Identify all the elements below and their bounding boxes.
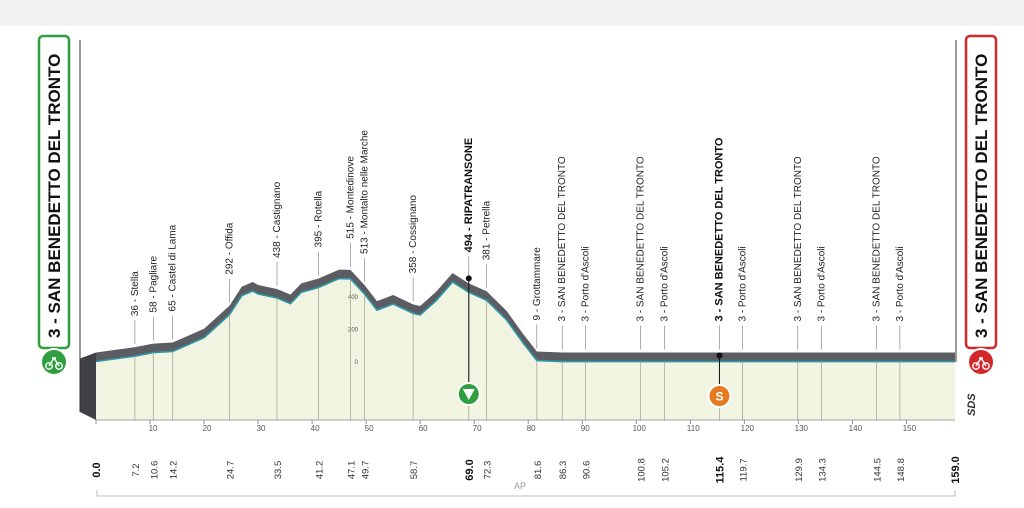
frame-shape xyxy=(48,356,60,367)
wheel-shape xyxy=(972,362,980,370)
waypoint-label: 395 - Rotella xyxy=(314,190,325,247)
frame-shape xyxy=(975,356,987,367)
km-label: 159.0 xyxy=(950,456,962,484)
km-label: 72.3 xyxy=(483,461,494,480)
intermediate-dot xyxy=(465,275,472,282)
wheel-shape xyxy=(55,362,63,370)
waypoint-label: 3 - Porto d'Ascoli xyxy=(580,246,591,321)
km-label: 81.6 xyxy=(533,461,544,480)
cyclist-icon xyxy=(972,356,990,370)
km-tick-label: 90 xyxy=(581,424,590,433)
waypoint-label: 36 - Stella xyxy=(130,271,141,316)
sprint-letter: S xyxy=(715,390,723,404)
waypoint-label: 292 - Offida xyxy=(224,222,235,275)
waypoint-label: 65 - Castel di Lama xyxy=(168,224,179,311)
altitude-tick: 400 xyxy=(348,295,359,301)
waypoint-label: 9 - Grottammare xyxy=(532,247,543,321)
km-label: 115.4 xyxy=(714,456,726,484)
region-label: AP xyxy=(514,481,526,491)
down-arrow-icon xyxy=(462,389,475,400)
km-label: 33.5 xyxy=(273,461,284,480)
waypoint-label: 3 - SAN BENEDETTO DEL TRONTO xyxy=(713,137,725,321)
waypoint-label: 3 - Porto d'Ascoli xyxy=(659,246,670,321)
waypoint-label: 3 - SAN BENEDETTO DEL TRONTO xyxy=(872,156,883,321)
km-tick-label: 50 xyxy=(365,424,374,433)
km-label: 100.8 xyxy=(637,458,648,482)
km-label: 7.2 xyxy=(131,463,142,476)
km-tick-label: 100 xyxy=(633,424,647,433)
km-label: 58.7 xyxy=(409,461,420,480)
waypoint-label: 3 - SAN BENEDETTO DEL TRONTO xyxy=(793,156,804,321)
km-label: 10.6 xyxy=(149,461,160,480)
waypoint-label: 3 - SAN BENEDETTO DEL TRONTO xyxy=(557,156,568,321)
km-tick-label: 140 xyxy=(849,424,863,433)
profile-ridge xyxy=(96,269,955,362)
waypoint-label: 58 - Pagliare xyxy=(148,255,159,312)
region-bracket xyxy=(96,490,956,497)
km-label: 47.1 xyxy=(346,461,357,480)
waypoint-label: 438 - Castignano xyxy=(272,181,283,258)
waypoint-label: 381 - Petrella xyxy=(482,200,493,260)
wheel-shape xyxy=(45,362,53,370)
brand-logo: SDS xyxy=(966,393,978,416)
km-label: 14.2 xyxy=(169,461,180,480)
km-label: 148.8 xyxy=(896,458,907,482)
start-label: 3 - SAN BENEDETTO DEL TRONTO xyxy=(45,54,64,338)
km-label: 129.9 xyxy=(794,458,805,482)
altitude-tick: 0 xyxy=(355,360,359,366)
km-label: 49.7 xyxy=(361,461,372,480)
profile-side xyxy=(80,352,96,420)
km-label: 144.5 xyxy=(873,458,884,482)
km-tick-label: 60 xyxy=(419,424,428,433)
km-tick-label: 20 xyxy=(203,424,212,433)
finish-badge xyxy=(967,348,995,376)
profile-face xyxy=(96,278,955,420)
waypoint-label: 3 - Porto d'Ascoli xyxy=(738,246,749,321)
wheel-shape xyxy=(982,362,990,370)
km-tick-label: 120 xyxy=(741,424,755,433)
waypoint-label: 3 - SAN BENEDETTO DEL TRONTO xyxy=(636,156,647,321)
start-badge xyxy=(40,348,68,376)
km-label: 119.7 xyxy=(739,458,750,481)
top-band xyxy=(0,0,1024,26)
km-label: 69.0 xyxy=(464,459,476,480)
waypoint-label: 3 - Porto d'Ascoli xyxy=(817,246,828,321)
km-label: 41.2 xyxy=(315,461,326,480)
km-label: 105.2 xyxy=(660,458,671,482)
km-label: 24.7 xyxy=(225,461,236,480)
cyclist-icon xyxy=(45,356,63,370)
km-tick-label: 10 xyxy=(149,424,158,433)
km-tick-label: 130 xyxy=(795,424,809,433)
km-label: 0.0 xyxy=(91,462,103,477)
km-tick-label: 70 xyxy=(473,424,482,433)
waypoint-label: 358 - Cossignano xyxy=(408,195,419,274)
km-tick-label: 80 xyxy=(527,424,536,433)
waypoint-label: 3 - Porto d'Ascoli xyxy=(895,246,906,321)
km-label: 134.3 xyxy=(818,458,829,482)
km-label: 90.6 xyxy=(581,461,592,480)
sprint-marker xyxy=(707,384,732,408)
altitude-tick: 200 xyxy=(348,328,359,334)
finish-label: 3 - SAN BENEDETTO DEL TRONTO xyxy=(972,54,991,338)
km-tick-label: 40 xyxy=(311,424,320,433)
waypoint-label: 494 - RIPATRANSONE xyxy=(463,138,475,253)
sprint-dot xyxy=(716,352,723,359)
km-label: 86.3 xyxy=(558,461,569,480)
km-tick-label: 150 xyxy=(903,424,917,433)
km-tick-label: 110 xyxy=(687,424,700,433)
waypoint-label: 513 - Montalto nelle Marche xyxy=(360,130,371,254)
waypoint-label: 515 - Montedinove xyxy=(345,156,356,239)
km-tick-label: 30 xyxy=(257,424,266,433)
